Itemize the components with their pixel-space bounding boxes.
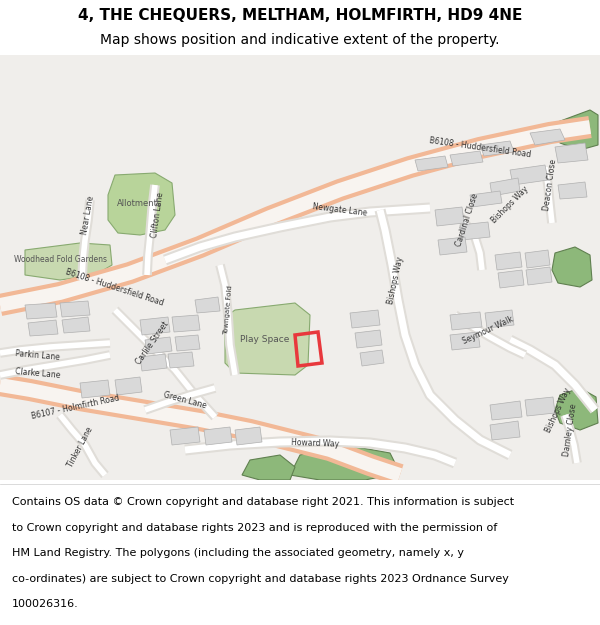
Polygon shape xyxy=(460,222,490,240)
Polygon shape xyxy=(175,335,200,351)
Polygon shape xyxy=(435,207,464,226)
Polygon shape xyxy=(555,110,598,150)
Polygon shape xyxy=(145,337,172,354)
Polygon shape xyxy=(438,237,467,255)
Text: Darnley Close: Darnley Close xyxy=(562,403,578,457)
Text: HM Land Registry. The polygons (including the associated geometry, namely x, y: HM Land Registry. The polygons (includin… xyxy=(12,548,464,558)
Text: Map shows position and indicative extent of the property.: Map shows position and indicative extent… xyxy=(100,32,500,47)
Polygon shape xyxy=(290,445,400,480)
Text: B6108 - Huddersfield Road: B6108 - Huddersfield Road xyxy=(65,267,165,307)
Polygon shape xyxy=(140,354,167,371)
Polygon shape xyxy=(350,310,380,328)
Text: B6108 - Huddersfield Road: B6108 - Huddersfield Road xyxy=(428,136,532,159)
Text: Newgate Lane: Newgate Lane xyxy=(312,202,368,217)
Text: Allotments: Allotments xyxy=(118,199,163,208)
Polygon shape xyxy=(498,270,524,288)
Polygon shape xyxy=(555,388,598,430)
Text: 4, THE CHEQUERS, MELTHAM, HOLMFIRTH, HD9 4NE: 4, THE CHEQUERS, MELTHAM, HOLMFIRTH, HD9… xyxy=(78,8,522,23)
Text: Woodhead Fold Gardens: Woodhead Fold Gardens xyxy=(14,256,107,264)
Polygon shape xyxy=(555,143,588,163)
Text: co-ordinates) are subject to Crown copyright and database rights 2023 Ordnance S: co-ordinates) are subject to Crown copyr… xyxy=(12,574,509,584)
Text: Cardinal Close: Cardinal Close xyxy=(454,192,480,248)
Polygon shape xyxy=(490,421,520,440)
Text: Bishops Way: Bishops Way xyxy=(490,185,530,225)
Polygon shape xyxy=(360,350,384,366)
Polygon shape xyxy=(480,141,514,156)
Polygon shape xyxy=(115,377,142,395)
Text: Near Lane: Near Lane xyxy=(80,195,96,235)
Polygon shape xyxy=(450,312,482,330)
Text: Clifton Lane: Clifton Lane xyxy=(151,192,166,238)
Polygon shape xyxy=(450,151,483,166)
Polygon shape xyxy=(552,247,592,287)
Text: Parkin Lane: Parkin Lane xyxy=(16,349,61,361)
Polygon shape xyxy=(355,330,382,348)
Polygon shape xyxy=(25,243,112,280)
Text: Deacon Close: Deacon Close xyxy=(542,159,558,211)
Polygon shape xyxy=(470,191,502,207)
Polygon shape xyxy=(526,267,552,285)
Text: Play Space: Play Space xyxy=(241,336,290,344)
Polygon shape xyxy=(490,401,522,420)
Polygon shape xyxy=(415,156,448,171)
Polygon shape xyxy=(140,317,170,335)
Polygon shape xyxy=(530,129,565,145)
Polygon shape xyxy=(235,427,262,445)
Text: 100026316.: 100026316. xyxy=(12,599,79,609)
Text: Green Lane: Green Lane xyxy=(163,390,208,410)
Polygon shape xyxy=(172,315,200,332)
Text: Carlile Street: Carlile Street xyxy=(134,320,170,366)
Text: Contains OS data © Crown copyright and database right 2021. This information is : Contains OS data © Crown copyright and d… xyxy=(12,498,514,508)
Text: Towngate Fold: Towngate Fold xyxy=(223,285,233,335)
Polygon shape xyxy=(242,455,295,480)
Polygon shape xyxy=(195,297,220,313)
Polygon shape xyxy=(510,165,548,185)
Polygon shape xyxy=(558,182,587,199)
Polygon shape xyxy=(525,250,550,268)
Text: Bishops Way: Bishops Way xyxy=(544,386,572,434)
Polygon shape xyxy=(485,310,514,328)
Polygon shape xyxy=(495,252,522,270)
Polygon shape xyxy=(490,178,520,196)
Polygon shape xyxy=(225,303,310,375)
Text: Bishops Way: Bishops Way xyxy=(386,256,406,304)
Polygon shape xyxy=(168,352,194,368)
Polygon shape xyxy=(170,427,200,445)
Polygon shape xyxy=(204,427,232,445)
Text: Clarke Lane: Clarke Lane xyxy=(15,366,61,379)
Polygon shape xyxy=(28,320,58,336)
Polygon shape xyxy=(25,303,57,319)
Text: Tinker Lane: Tinker Lane xyxy=(65,425,94,469)
Text: B6107 - Holmfirth Road: B6107 - Holmfirth Road xyxy=(30,393,120,421)
Polygon shape xyxy=(60,301,90,317)
Polygon shape xyxy=(62,317,90,333)
Text: to Crown copyright and database rights 2023 and is reproduced with the permissio: to Crown copyright and database rights 2… xyxy=(12,522,497,532)
Polygon shape xyxy=(450,332,480,350)
Polygon shape xyxy=(80,380,110,398)
Polygon shape xyxy=(108,173,175,235)
Text: Seymour Walk: Seymour Walk xyxy=(461,314,515,346)
Text: Howard Way: Howard Way xyxy=(291,438,339,448)
Polygon shape xyxy=(525,397,555,416)
